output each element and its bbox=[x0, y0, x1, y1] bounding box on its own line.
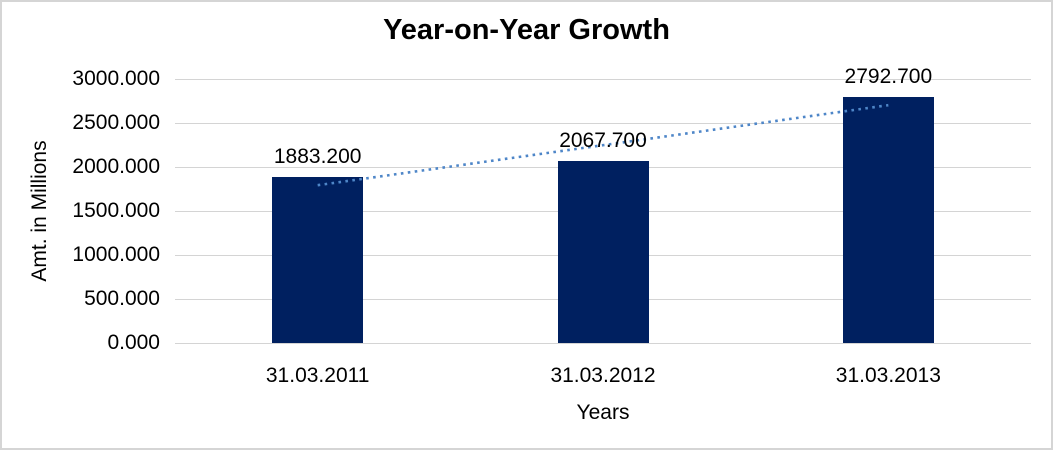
chart-title: Year-on-Year Growth bbox=[383, 14, 670, 46]
y-tick-label: 1000.000 bbox=[72, 243, 160, 266]
bar bbox=[842, 97, 934, 343]
bar-value-label: 2792.700 bbox=[844, 65, 933, 89]
x-axis-title: Years bbox=[576, 401, 630, 424]
x-tick-label: 31.03.2012 bbox=[550, 364, 656, 387]
y-tick-label: 1500.000 bbox=[72, 199, 160, 222]
bar-value-label: 2067.700 bbox=[559, 129, 647, 153]
y-tick-label: 500.000 bbox=[84, 287, 160, 310]
bar bbox=[557, 161, 649, 343]
y-tick-label: 2500.000 bbox=[72, 111, 160, 134]
y-tick-label: 2000.000 bbox=[72, 155, 160, 178]
bar-value-label: 1883.200 bbox=[273, 145, 362, 169]
y-tick-label: 0.000 bbox=[107, 331, 160, 354]
gridline bbox=[175, 342, 1031, 344]
bar bbox=[272, 177, 364, 343]
y-tick-label: 3000.000 bbox=[72, 67, 160, 90]
x-tick-label: 31.03.2013 bbox=[835, 364, 941, 387]
x-tick-label: 31.03.2011 bbox=[265, 364, 370, 387]
gridline bbox=[175, 78, 1031, 80]
